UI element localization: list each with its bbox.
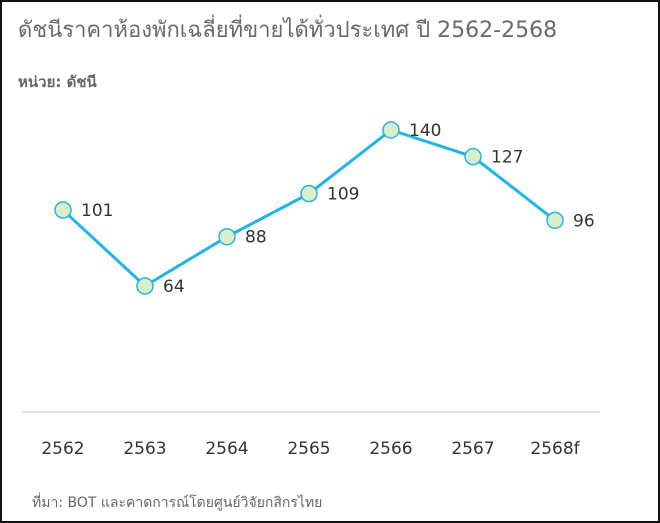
chart-title: ดัชนีราคาห้องพักเฉลี่ยที่ขายได้ทั่วประเท…	[18, 18, 558, 43]
data-point-2562	[54, 201, 72, 219]
x-tick-2564: 2564	[205, 439, 248, 459]
source-note: ที่มา: BOT และคาดการณ์โดยศูนย์วิจัยกสิกร…	[32, 495, 323, 511]
x-tick-2562: 2562	[41, 439, 84, 459]
x-tick-2566: 2566	[369, 439, 412, 459]
data-label-2562: 101	[81, 201, 113, 221]
data-point-2568f	[546, 211, 564, 230]
data-label-2566: 140	[409, 121, 441, 141]
x-ticks-group: 2562 2563 2564 2565 2566 2567 2568f	[41, 439, 580, 459]
data-label-2568f: 96	[573, 211, 595, 231]
data-label-2565: 109	[327, 185, 359, 205]
data-point-2564	[218, 227, 236, 246]
data-point-2567	[464, 147, 482, 166]
data-point-2566	[382, 121, 400, 139]
markers-group	[54, 121, 564, 295]
data-point-2563	[136, 277, 154, 295]
x-tick-2568f: 2568f	[530, 439, 580, 459]
data-labels-group: 101 64 88 109 140 127 96	[81, 121, 595, 297]
x-tick-2563: 2563	[123, 439, 166, 459]
data-point-2565	[300, 184, 318, 203]
series-line	[61, 128, 557, 288]
x-tick-2567: 2567	[451, 439, 494, 459]
unit-label: หน่วย: ดัชนี	[18, 73, 97, 91]
data-label-2564: 88	[245, 228, 267, 248]
data-label-2567: 127	[491, 148, 523, 168]
data-label-2563: 64	[163, 277, 185, 297]
x-tick-2565: 2565	[287, 439, 330, 459]
